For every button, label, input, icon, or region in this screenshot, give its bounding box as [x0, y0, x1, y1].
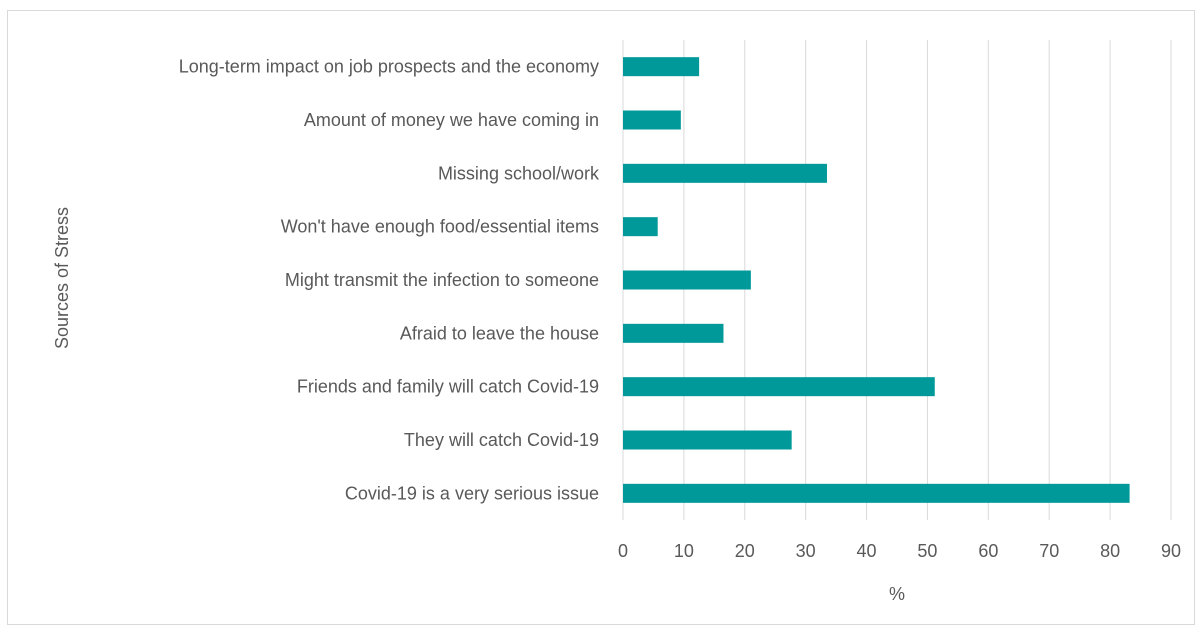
category-label: Afraid to leave the house — [400, 323, 599, 343]
bar — [623, 163, 827, 183]
x-tick-label: 40 — [857, 541, 877, 561]
x-tick-label: 50 — [917, 541, 937, 561]
category-labels: Long-term impact on job prospects and th… — [179, 57, 600, 504]
category-label: Might transmit the infection to someone — [285, 270, 599, 290]
x-tick-label: 80 — [1100, 541, 1120, 561]
x-tick-label: 70 — [1039, 541, 1059, 561]
bar — [623, 377, 935, 397]
category-label: Long-term impact on job prospects and th… — [179, 57, 599, 77]
bar — [623, 430, 792, 450]
category-label: They will catch Covid-19 — [404, 430, 599, 450]
x-tick-label: 60 — [978, 541, 998, 561]
category-label: Friends and family will catch Covid-19 — [297, 377, 599, 397]
chart-frame — [7, 10, 1195, 625]
category-label: Amount of money we have coming in — [304, 110, 599, 130]
bars — [623, 57, 1130, 503]
x-tick-label: 30 — [796, 541, 816, 561]
x-tick-label: 10 — [674, 541, 694, 561]
bar — [623, 57, 700, 77]
category-label: Won't have enough food/essential items — [281, 217, 599, 237]
x-tick-label: 20 — [735, 541, 755, 561]
category-label: Covid-19 is a very serious issue — [345, 483, 599, 503]
x-tick-labels: 0 10 20 30 40 50 60 70 80 90 — [618, 541, 1181, 561]
bar — [623, 483, 1130, 503]
category-label: Missing school/work — [438, 163, 600, 183]
bar — [623, 323, 724, 343]
y-axis-title: Sources of Stress — [52, 207, 72, 349]
x-axis-title: % — [889, 584, 905, 604]
bar — [623, 270, 751, 290]
x-tick-label: 90 — [1161, 541, 1181, 561]
bar — [623, 217, 658, 237]
bar — [623, 110, 681, 130]
x-tick-label: 0 — [618, 541, 628, 561]
